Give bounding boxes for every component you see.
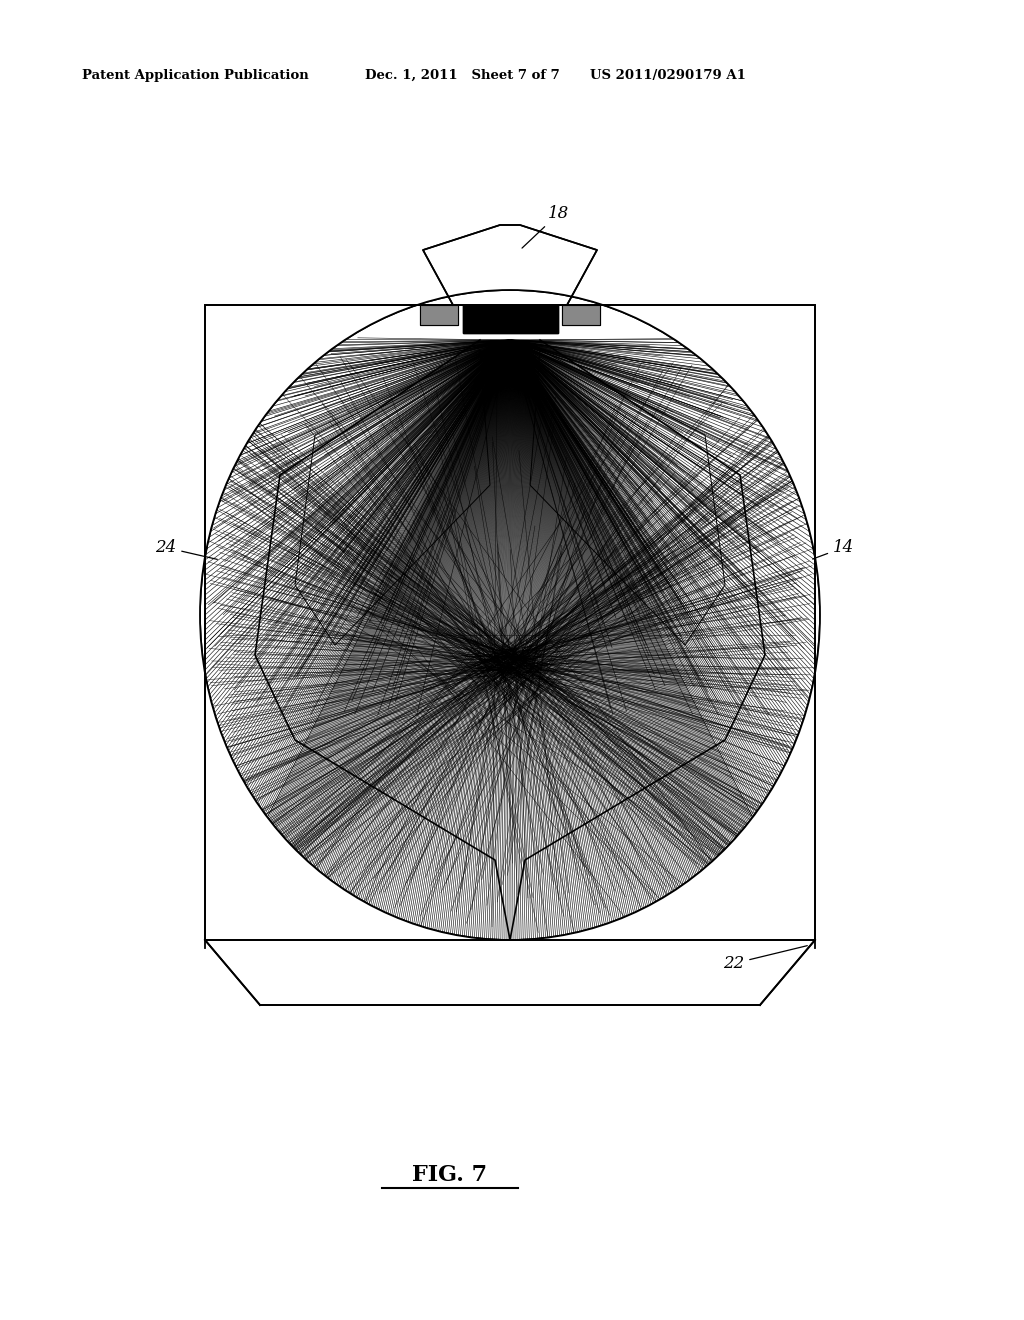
Bar (205, 305, 815, 940)
Text: 18: 18 (522, 205, 569, 248)
Text: US 2011/0290179 A1: US 2011/0290179 A1 (590, 69, 745, 82)
Text: 22: 22 (723, 945, 807, 972)
Text: FIG. 7: FIG. 7 (413, 1164, 487, 1185)
Bar (205, 305, 815, 940)
Bar (562, 305, 600, 325)
PathPatch shape (5, 106, 1015, 1140)
Text: 24: 24 (155, 539, 217, 560)
Bar (463, 305, 558, 333)
Text: Patent Application Publication: Patent Application Publication (82, 69, 309, 82)
Text: Dec. 1, 2011   Sheet 7 of 7: Dec. 1, 2011 Sheet 7 of 7 (365, 69, 560, 82)
Bar (562, 305, 600, 325)
Bar (463, 305, 558, 333)
Bar (420, 305, 458, 325)
Bar (420, 305, 458, 325)
Text: 14: 14 (813, 539, 854, 560)
